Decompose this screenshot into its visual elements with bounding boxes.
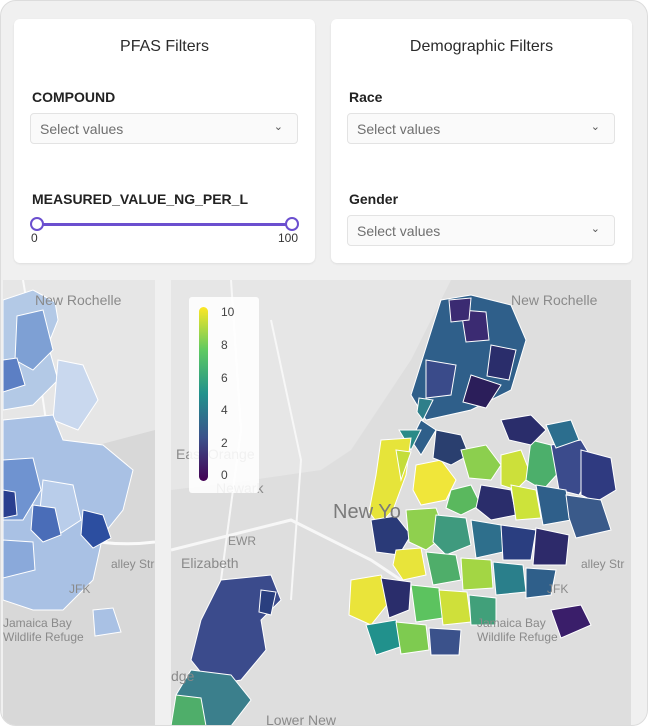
compound-label: COMPOUND <box>32 89 116 105</box>
legend-tick: 6 <box>221 371 228 385</box>
place-jfk: JFK <box>69 582 91 596</box>
place-wildlife-refuge: Wildlife Refuge <box>3 630 84 644</box>
chevron-down-icon: ⌄ <box>590 223 600 235</box>
place-wildlife-refuge: Wildlife Refuge <box>477 630 558 644</box>
place-new-rochelle: New Rochelle <box>35 292 122 308</box>
race-select[interactable]: Select values ⌄ <box>347 113 615 144</box>
pfas-filters-card: PFAS Filters COMPOUND Select values ⌄ ME… <box>14 19 315 263</box>
pfas-map-base <box>171 280 631 725</box>
place-elizabeth: Elizabeth <box>181 555 239 571</box>
legend-tick: 10 <box>221 305 235 319</box>
gender-placeholder: Select values <box>357 223 441 239</box>
place-valley-stream: alley Str <box>111 557 155 571</box>
place-jfk: JFK <box>547 582 569 596</box>
color-legend: 10 8 6 4 2 0 <box>189 297 259 493</box>
place-jamaica-bay: Jamaica Bay <box>477 616 546 630</box>
pfas-filters-title: PFAS Filters <box>120 38 209 55</box>
measured-value-slider[interactable] <box>30 217 299 231</box>
place-lower-new: Lower New <box>266 712 337 726</box>
legend-colorbar <box>199 307 208 481</box>
legend-tick: 4 <box>221 403 228 417</box>
compound-placeholder: Select values <box>40 121 124 137</box>
compound-select[interactable]: Select values ⌄ <box>30 113 298 144</box>
demographic-map-base <box>3 280 155 725</box>
slider-min-handle[interactable] <box>30 217 44 231</box>
race-label: Race <box>349 89 383 105</box>
place-edge: dge <box>171 668 195 684</box>
pfas-choropleth-map[interactable]: New Rochelle East Orange Newark New Yo E… <box>171 280 631 726</box>
gender-label: Gender <box>349 191 399 207</box>
slider-min-label: 0 <box>31 231 38 245</box>
place-valley-stream: alley Str <box>581 557 625 571</box>
demographic-filters-title: Demographic Filters <box>409 38 554 55</box>
place-ewr: EWR <box>228 534 256 548</box>
measured-value-label: MEASURED_VALUE_NG_PER_L <box>32 191 249 207</box>
legend-tick: 2 <box>221 436 228 450</box>
gender-select[interactable]: Select values ⌄ <box>347 215 615 246</box>
demographic-filters-card: Demographic Filters Race Select values ⌄… <box>331 19 632 263</box>
demographic-map[interactable]: New Rochelle alley Str JFK Jamaica Bay W… <box>3 280 155 725</box>
chevron-down-icon: ⌄ <box>590 121 600 133</box>
legend-tick: 0 <box>221 468 228 482</box>
place-new-rochelle: New Rochelle <box>511 292 598 308</box>
place-jamaica-bay: Jamaica Bay <box>3 616 72 630</box>
slider-max-handle[interactable] <box>285 217 299 231</box>
legend-tick: 8 <box>221 338 228 352</box>
slider-max-label: 100 <box>278 231 299 245</box>
place-new-york: New Yo <box>333 501 401 523</box>
chevron-down-icon: ⌄ <box>273 121 283 133</box>
race-placeholder: Select values <box>357 121 441 137</box>
